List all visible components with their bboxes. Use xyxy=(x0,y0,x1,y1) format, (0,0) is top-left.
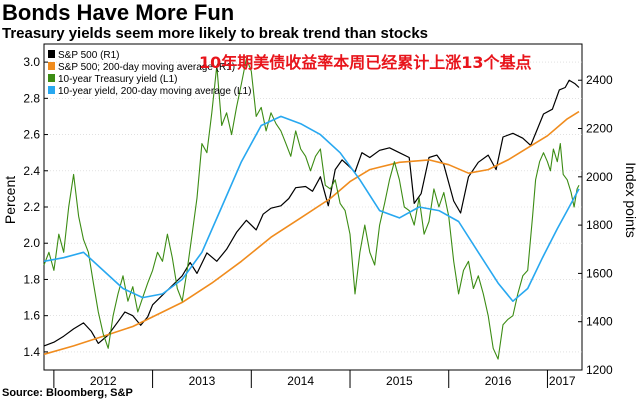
series-line-1 xyxy=(43,110,580,356)
right-tick-label: 2400 xyxy=(586,73,613,87)
right-tick-label: 2200 xyxy=(586,122,613,136)
left-tick-label: 1.8 xyxy=(23,272,40,286)
x-tick-label: 2017 xyxy=(549,374,576,388)
chart-annotation: 10年期美债收益率本周已经累计上涨13个基点 xyxy=(199,53,532,72)
right-tick-label: 1400 xyxy=(586,315,613,329)
left-axis-label: Percent xyxy=(2,176,18,224)
series-line-0 xyxy=(43,79,580,347)
x-tick-label: 2013 xyxy=(189,374,216,388)
x-tick-label: 2012 xyxy=(90,374,117,388)
legend-label: 10-year yield, 200-day moving average (L… xyxy=(58,86,251,97)
left-tick-label: 2.2 xyxy=(23,200,40,214)
right-tick-label: 2000 xyxy=(586,170,613,184)
left-tick-label: 2.0 xyxy=(23,236,40,250)
x-tick-label: 2015 xyxy=(386,374,413,388)
series-lines xyxy=(43,57,580,360)
legend-label: 10-year Treasury yield (L1) xyxy=(58,74,178,85)
legend-swatch xyxy=(48,74,55,82)
legend-label: S&P 500; 200-day moving average (R1) xyxy=(58,62,235,73)
legend-swatch xyxy=(48,50,55,58)
legend-label: S&P 500 (R1) xyxy=(58,50,120,61)
legend-swatch xyxy=(48,62,55,70)
x-tick-label: 2016 xyxy=(485,374,512,388)
right-tick-label: 1800 xyxy=(586,218,613,232)
left-tick-label: 2.8 xyxy=(23,91,40,105)
x-axis-ticks: 2012 2013 2014 2015 2016 2017 xyxy=(53,370,576,388)
left-tick-label: 2.4 xyxy=(23,164,40,178)
right-tick-label: 1600 xyxy=(586,266,613,280)
series-line-2 xyxy=(43,57,580,360)
left-tick-label: 1.4 xyxy=(23,345,40,359)
right-axis-label: Index points xyxy=(623,162,639,238)
left-axis-ticks: 1.4 1.6 1.8 2.0 2.2 2.4 2.6 2.8 3.0 xyxy=(23,55,48,359)
chart-title: Bonds Have More Fun xyxy=(2,0,234,25)
plot-area xyxy=(43,43,583,371)
legend-swatch xyxy=(48,86,55,94)
chart-source: Source: Bloomberg, S&P xyxy=(2,387,133,399)
chart-subtitle: Treasury yields seem more likely to brea… xyxy=(2,25,428,42)
x-tick-label: 2014 xyxy=(287,374,314,388)
left-tick-label: 2.6 xyxy=(23,128,40,142)
plot-frame xyxy=(43,43,583,371)
right-axis-ticks: 1200 1400 1600 1800 2000 2200 2400 xyxy=(578,73,613,377)
series-line-3 xyxy=(43,115,580,303)
legend: S&P 500 (R1)S&P 500; 200-day moving aver… xyxy=(48,50,251,97)
right-tick-label: 1200 xyxy=(586,363,613,377)
left-tick-label: 1.6 xyxy=(23,309,40,323)
left-tick-label: 3.0 xyxy=(23,55,40,69)
